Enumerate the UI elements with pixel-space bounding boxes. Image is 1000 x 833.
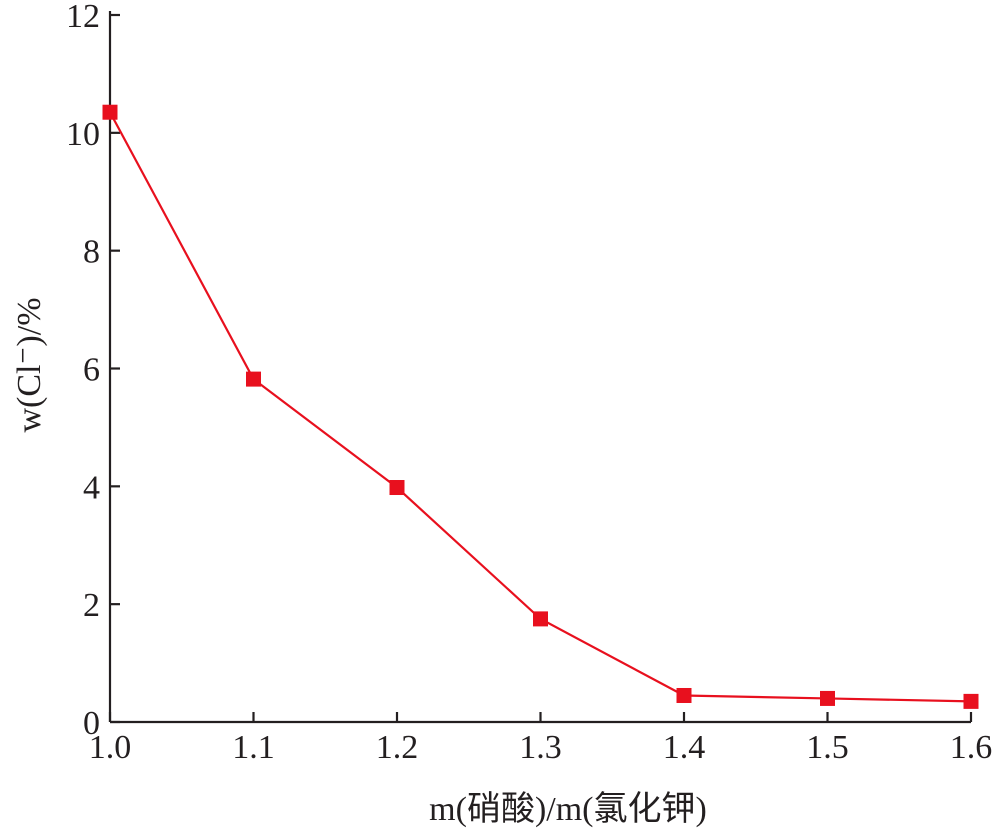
y-tick-label: 8: [83, 234, 100, 271]
data-point-marker: [102, 104, 118, 120]
y-tick-label: 4: [83, 469, 100, 506]
data-point-marker: [389, 480, 405, 496]
y-axis-ticks: 0 2 4 6 8 10 12: [66, 0, 120, 742]
data-point-marker: [820, 690, 835, 706]
x-tick-label: 1.1: [232, 729, 275, 766]
x-tick-label: 1.0: [89, 729, 132, 766]
y-tick-label: 0: [83, 705, 100, 742]
y-tick-label: 10: [66, 116, 100, 153]
series-layer: [102, 104, 979, 709]
data-point-marker: [533, 611, 548, 627]
data-point-marker: [246, 371, 261, 387]
x-tick-label: 1.4: [663, 729, 706, 766]
data-point-marker: [676, 687, 692, 703]
x-axis-ticks: 1.0 1.1 1.2 1.3 1.4 1.5 1.6: [89, 712, 993, 766]
y-tick-label: 2: [83, 587, 100, 624]
x-tick-label: 1.6: [950, 729, 993, 766]
x-tick-label: 1.2: [376, 729, 419, 766]
y-axis-label: w(Cl⁻)/%: [11, 297, 48, 432]
x-tick-label: 1.5: [806, 729, 849, 766]
x-tick-label: 1.3: [519, 729, 562, 766]
y-tick-label: 12: [66, 0, 100, 35]
x-axis-label: m(硝酸)/m(氯化钾): [429, 790, 707, 828]
y-tick-label: 6: [83, 352, 100, 389]
data-point-marker: [963, 693, 979, 709]
